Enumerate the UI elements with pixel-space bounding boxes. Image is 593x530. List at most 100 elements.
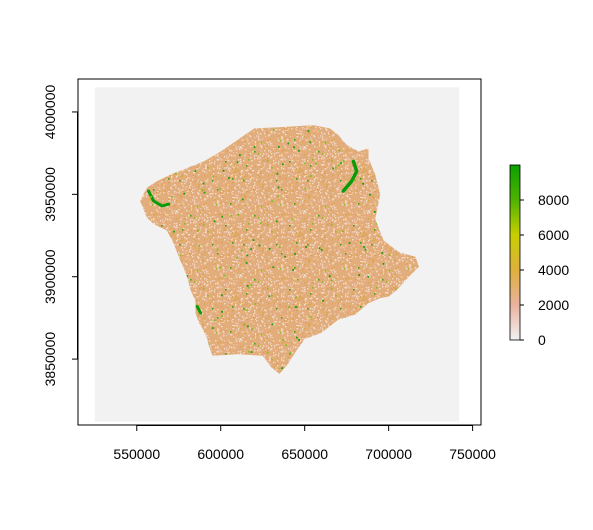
y-tick-label: 3900000 <box>42 249 58 304</box>
high-value-cell <box>201 189 204 191</box>
high-value-cell <box>381 251 384 254</box>
high-value-cell <box>150 195 152 198</box>
high-value-cell <box>277 195 279 198</box>
high-value-cell <box>227 177 230 179</box>
high-value-cell <box>287 142 290 145</box>
high-value-cell <box>271 200 274 203</box>
high-value-cell <box>293 146 295 149</box>
high-value-cell <box>353 179 356 182</box>
high-value-cell <box>223 274 226 277</box>
colorbar-tick-label: 4000 <box>538 262 569 278</box>
colorbar-tick-label: 8000 <box>538 192 569 208</box>
high-value-cell <box>307 130 310 132</box>
colorbar-tick-label: 2000 <box>538 297 569 313</box>
high-value-cell <box>214 319 217 322</box>
high-value-cell <box>246 285 249 287</box>
high-value-cell <box>242 178 245 181</box>
high-value-cell <box>268 295 271 298</box>
high-value-cell <box>294 306 297 308</box>
high-value-cell <box>271 323 274 326</box>
high-value-cell <box>289 351 292 354</box>
high-value-cell <box>305 246 307 248</box>
high-value-cell <box>339 162 342 164</box>
high-value-cell <box>363 246 365 248</box>
high-value-cell <box>285 344 288 346</box>
high-value-cell <box>358 274 361 276</box>
high-value-patch <box>195 304 203 315</box>
high-value-cell <box>221 311 223 313</box>
high-value-cell <box>373 211 376 213</box>
high-value-cell <box>272 128 275 131</box>
high-value-cell <box>219 267 221 269</box>
high-value-cell <box>296 336 298 339</box>
high-value-cell <box>324 141 327 144</box>
high-value-cell <box>236 161 239 164</box>
high-value-cell <box>171 196 173 198</box>
high-value-cell <box>179 254 182 257</box>
high-value-cell <box>254 303 257 305</box>
high-value-cell <box>282 339 284 341</box>
x-tick-label: 750000 <box>449 446 496 462</box>
colorbar-tick-label: 6000 <box>538 227 569 243</box>
high-value-cell <box>260 222 262 224</box>
high-value-cell <box>198 245 200 247</box>
high-value-cell <box>222 169 225 172</box>
x-tick-label: 650000 <box>281 446 328 462</box>
high-value-cell <box>258 244 261 247</box>
high-value-cell <box>298 339 300 341</box>
raster-region <box>140 125 419 374</box>
high-value-cell <box>291 218 294 221</box>
high-value-cell <box>364 248 367 251</box>
high-value-cell <box>276 172 279 175</box>
colorbar-tick-label: 0 <box>538 332 546 348</box>
high-value-cell <box>183 192 186 195</box>
high-value-cell <box>246 254 249 257</box>
high-value-cell <box>174 172 177 175</box>
high-value-cell <box>288 306 291 308</box>
high-value-cell <box>297 279 299 281</box>
high-value-cell <box>282 163 284 166</box>
high-value-cell <box>241 198 244 201</box>
high-value-cell <box>251 328 253 330</box>
high-value-cell <box>292 268 294 271</box>
high-value-cell <box>304 187 307 190</box>
high-value-cell <box>330 279 333 282</box>
high-value-cell <box>221 215 224 218</box>
high-value-cell <box>213 220 216 223</box>
high-value-patch <box>341 159 359 193</box>
high-value-cell <box>342 230 344 233</box>
high-value-cell <box>211 327 214 329</box>
high-value-cell <box>310 175 312 177</box>
high-value-cell <box>173 230 175 233</box>
high-value-cell <box>194 170 197 172</box>
high-value-cell <box>250 248 252 251</box>
high-value-cell <box>275 220 278 223</box>
high-value-cell <box>332 167 335 170</box>
high-value-cell <box>245 309 248 311</box>
high-value-cell <box>250 284 253 287</box>
high-value-cell <box>309 141 312 144</box>
high-value-cell <box>186 275 189 277</box>
high-value-cell <box>240 249 243 252</box>
high-value-cell <box>277 186 280 189</box>
high-value-cell <box>243 323 245 326</box>
high-value-cell <box>252 239 255 241</box>
high-value-cell <box>218 187 221 190</box>
high-value-cell <box>221 294 223 297</box>
high-value-cell <box>320 249 323 251</box>
high-value-cell <box>309 316 312 319</box>
high-value-cell <box>367 275 370 278</box>
y-tick-label: 3850000 <box>42 332 58 387</box>
high-value-cell <box>245 262 248 264</box>
high-value-cell <box>294 296 297 299</box>
y-tick-label: 4000000 <box>42 84 58 139</box>
high-value-cell <box>337 164 340 167</box>
high-value-cell <box>342 160 345 162</box>
high-value-cell <box>303 162 306 165</box>
high-value-cell <box>338 149 341 152</box>
high-value-cell <box>250 351 253 353</box>
high-value-cell <box>278 246 281 249</box>
high-value-cell <box>298 149 300 152</box>
high-value-cell <box>238 154 241 157</box>
